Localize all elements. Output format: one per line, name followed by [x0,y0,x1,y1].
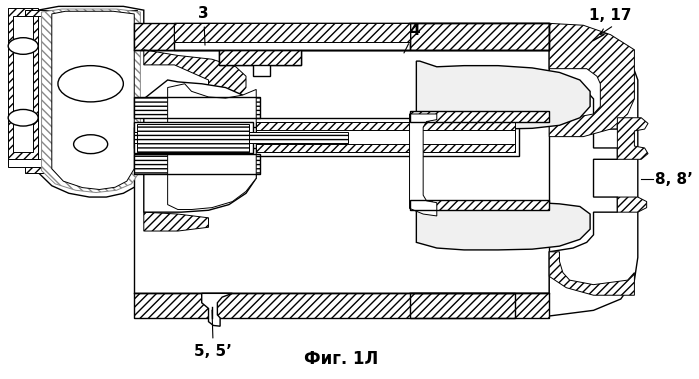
Polygon shape [24,167,137,172]
Polygon shape [417,61,590,129]
Bar [134,293,515,318]
Polygon shape [410,23,637,316]
Polygon shape [144,80,257,212]
Bar [410,200,549,210]
Circle shape [58,66,123,102]
Polygon shape [134,50,549,293]
Polygon shape [202,293,232,326]
Bar [134,127,352,148]
Polygon shape [13,16,34,152]
Text: 5, 5’: 5, 5’ [194,310,232,359]
Bar [257,122,515,130]
Polygon shape [144,50,246,110]
Bar [134,23,549,50]
Circle shape [8,38,38,54]
Text: 4: 4 [404,23,420,53]
Bar [175,23,410,42]
Polygon shape [617,197,647,212]
Bar [137,124,250,152]
Polygon shape [168,84,257,210]
Bar [134,97,259,118]
Text: 1, 17: 1, 17 [589,8,632,23]
Polygon shape [38,6,144,197]
Polygon shape [410,114,437,216]
Bar [257,122,515,152]
Bar [253,118,519,155]
Bar [219,50,301,65]
Bar [134,23,549,50]
Bar [410,111,549,122]
Polygon shape [41,9,140,193]
Bar [410,23,549,50]
Bar [134,153,259,174]
Polygon shape [52,11,134,190]
Text: Фиг. 1Л: Фиг. 1Л [304,350,379,368]
Polygon shape [24,10,137,16]
Bar [134,122,253,153]
Polygon shape [417,202,590,250]
Bar [134,127,352,148]
Polygon shape [549,252,635,295]
Bar [410,23,549,50]
Circle shape [8,110,38,126]
Bar [410,200,549,210]
Polygon shape [8,8,38,163]
Circle shape [73,135,108,153]
Bar [410,111,549,122]
Polygon shape [8,159,48,167]
Bar [410,293,549,318]
Bar [134,153,259,174]
Bar [257,144,515,152]
Bar [134,293,515,318]
Text: 3: 3 [199,6,209,45]
Text: 8, 8’: 8, 8’ [655,172,693,187]
Bar [134,97,259,118]
Polygon shape [175,23,410,76]
Bar [219,50,301,65]
Polygon shape [549,23,635,137]
Polygon shape [144,212,208,231]
Polygon shape [617,118,648,159]
Bar [410,293,549,318]
Bar [134,132,348,143]
